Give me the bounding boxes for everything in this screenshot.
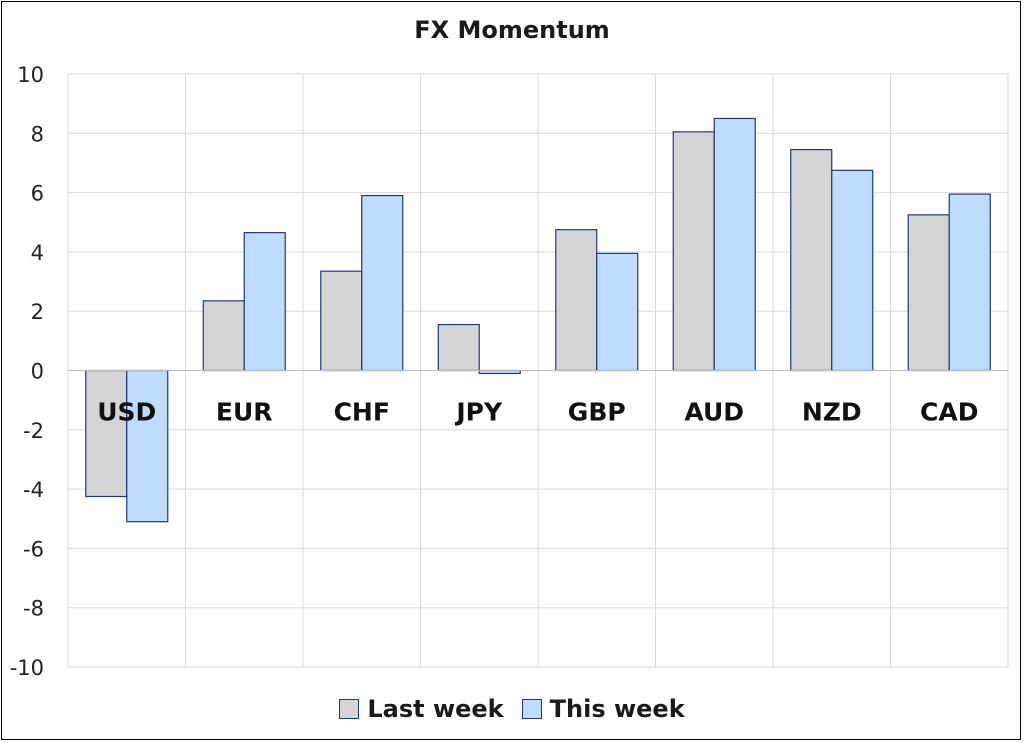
bar-eur-series-0 (202, 300, 245, 372)
y-tick-label: 6 (31, 182, 44, 206)
y-tick-label: 8 (31, 122, 44, 146)
legend: Last week This week (0, 695, 1024, 723)
bar-cad-series-0 (907, 214, 950, 372)
x-category-label: NZD (802, 398, 862, 427)
bar-chf-series-1 (361, 194, 404, 372)
chart-title: FX Momentum (414, 16, 610, 44)
x-category-label: CAD (920, 398, 978, 427)
bar-nzd-series-0 (790, 149, 833, 372)
bar-chf-series-0 (320, 270, 363, 372)
bar-aud-series-0 (672, 131, 715, 372)
bar-aud-series-1 (713, 117, 756, 372)
bar-usd-series-0 (85, 369, 128, 498)
y-tick-label: 10 (17, 63, 44, 87)
x-category-label: USD (97, 398, 156, 427)
legend-label-this-week: This week (549, 695, 685, 723)
legend-label-last-week: Last week (367, 695, 504, 723)
x-category-label: GBP (568, 398, 626, 427)
legend-item-this-week: This week (521, 695, 685, 723)
legend-swatch-this-week (521, 699, 542, 719)
legend-swatch-last-week (339, 699, 360, 719)
y-tick-label: 4 (31, 241, 44, 265)
y-tick-label: 0 (31, 360, 44, 384)
bar-gbp-series-0 (555, 229, 598, 372)
legend-item-last-week: Last week (339, 695, 504, 723)
bar-usd-series-1 (126, 369, 169, 523)
y-tick-label: 2 (31, 300, 44, 324)
y-tick-label: -2 (23, 419, 44, 443)
x-category-label: AUD (684, 398, 744, 427)
bar-nzd-series-1 (831, 169, 874, 372)
y-tick-label: -10 (10, 656, 44, 680)
bar-eur-series-1 (243, 232, 286, 372)
y-tick-label: -8 (23, 597, 44, 621)
bar-cad-series-1 (948, 193, 991, 372)
x-category-label: EUR (216, 398, 273, 427)
x-category-label: JPY (454, 398, 503, 427)
bar-gbp-series-1 (596, 252, 639, 372)
y-tick-label: -4 (23, 478, 44, 502)
bar-jpy-series-0 (437, 323, 480, 372)
y-tick-label: -6 (23, 537, 44, 561)
x-category-label: CHF (334, 398, 390, 427)
